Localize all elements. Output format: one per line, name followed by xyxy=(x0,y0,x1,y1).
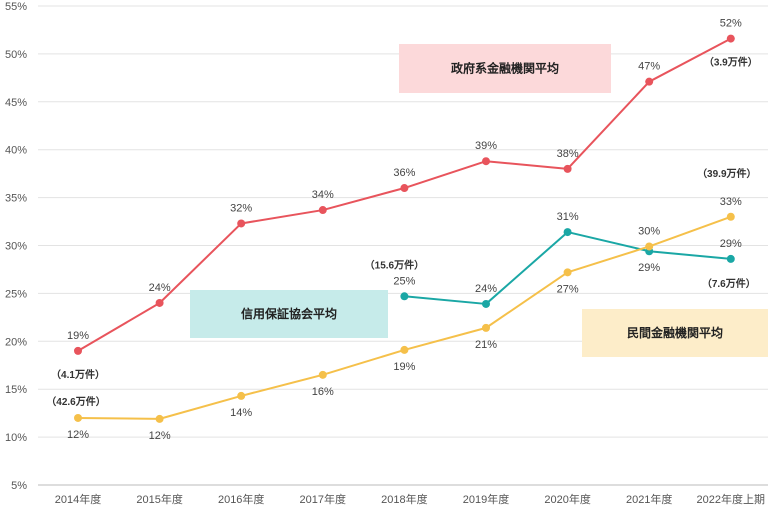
data-label: 21% xyxy=(475,339,497,351)
x-tick-label: 2018年度 xyxy=(381,492,427,506)
data-label: 32% xyxy=(230,202,252,214)
count-annotation: （3.9万件） xyxy=(704,56,758,69)
x-tick-label: 2015年度 xyxy=(136,492,182,506)
data-point xyxy=(237,219,246,228)
data-point xyxy=(563,164,572,173)
legend-label: 政府系金融機関平均 xyxy=(451,61,559,76)
count-annotation: （4.1万件） xyxy=(51,368,105,381)
count-annotation: （7.6万件） xyxy=(702,277,756,290)
count-annotations: （4.1万件） （42.6万件） （15.6万件） （3.9万件） （39.9万件） （7… xyxy=(46,56,757,408)
data-label: 38% xyxy=(557,148,579,160)
data-label: 19% xyxy=(393,361,415,373)
data-point xyxy=(482,157,490,166)
data-point xyxy=(318,370,327,379)
legend-label: 民間金融機関平均 xyxy=(627,325,723,340)
data-label: 29% xyxy=(720,238,742,250)
count-annotation: （42.6万件） xyxy=(46,395,105,408)
data-point xyxy=(645,242,654,251)
data-label: 12% xyxy=(67,429,89,441)
data-point xyxy=(563,268,572,277)
data-point xyxy=(726,34,735,43)
x-axis: 2014年度 2015年度 2016年度 2017年度 2018年度 2019年度 2020… xyxy=(55,492,765,506)
y-tick-label: 10% xyxy=(5,432,27,444)
data-point xyxy=(482,299,490,308)
x-tick-label: 2021年度 xyxy=(626,492,672,506)
data-point xyxy=(155,298,164,307)
data-label: 12% xyxy=(149,430,171,442)
count-annotation: （15.6万件） xyxy=(365,258,424,271)
data-labels: 19% 24% 32% 34% 36% 39% 38% 47% 52% 25% 24% 31% 29% 2… xyxy=(67,18,742,442)
y-tick-label: 5% xyxy=(11,480,27,492)
data-label: 16% xyxy=(312,386,334,398)
data-point xyxy=(400,184,409,193)
data-point xyxy=(237,391,246,400)
x-tick-label: 2019年度 xyxy=(463,492,509,506)
data-label: 34% xyxy=(312,189,334,201)
data-point xyxy=(74,346,82,355)
data-label: 47% xyxy=(638,61,660,73)
y-tick-label: 30% xyxy=(5,241,27,253)
series-lines xyxy=(74,34,735,423)
y-tick-label: 40% xyxy=(5,145,27,157)
y-tick-label: 20% xyxy=(5,336,27,348)
y-tick-label: 55% xyxy=(5,1,27,13)
data-point xyxy=(318,206,327,215)
x-tick-label: 2017年度 xyxy=(300,492,346,506)
x-tick-label: 2022年度上期 xyxy=(697,492,765,506)
x-tick-label: 2014年度 xyxy=(55,492,101,506)
data-label: 30% xyxy=(638,225,660,237)
data-point xyxy=(482,323,490,332)
x-tick-label: 2016年度 xyxy=(218,492,264,506)
legend-box xyxy=(190,290,388,338)
data-label: 36% xyxy=(393,167,415,179)
data-label: 39% xyxy=(475,140,497,152)
y-tick-label: 45% xyxy=(5,97,27,109)
y-axis: 5% 10% 15% 20% 25% 30% 35% 40% 45% 50% 55% xyxy=(5,1,27,492)
data-point xyxy=(400,345,409,354)
data-point xyxy=(645,77,654,86)
y-tick-label: 50% xyxy=(5,49,27,61)
data-point xyxy=(726,212,735,221)
data-point xyxy=(155,414,164,423)
data-label: 31% xyxy=(557,211,579,223)
data-point xyxy=(400,292,409,301)
y-tick-label: 25% xyxy=(5,288,27,300)
legend-label: 信用保証協会平均 xyxy=(241,306,337,321)
data-label: 24% xyxy=(149,282,171,294)
data-point xyxy=(74,413,82,422)
x-tick-label: 2020年度 xyxy=(544,492,590,506)
data-label: 27% xyxy=(557,283,579,295)
data-point xyxy=(726,254,735,263)
legend-box xyxy=(399,44,611,93)
data-label: 25% xyxy=(393,275,415,287)
data-label: 19% xyxy=(67,330,89,342)
y-tick-label: 15% xyxy=(5,384,27,396)
legend-box xyxy=(582,309,768,357)
data-label: 14% xyxy=(230,407,252,419)
y-tick-label: 35% xyxy=(5,193,27,205)
data-label: 29% xyxy=(638,262,660,274)
data-point xyxy=(563,228,572,237)
data-label: 24% xyxy=(475,283,497,295)
count-annotation: （39.9万件） xyxy=(697,167,756,180)
data-label: 52% xyxy=(720,18,742,30)
data-label: 33% xyxy=(720,196,742,208)
